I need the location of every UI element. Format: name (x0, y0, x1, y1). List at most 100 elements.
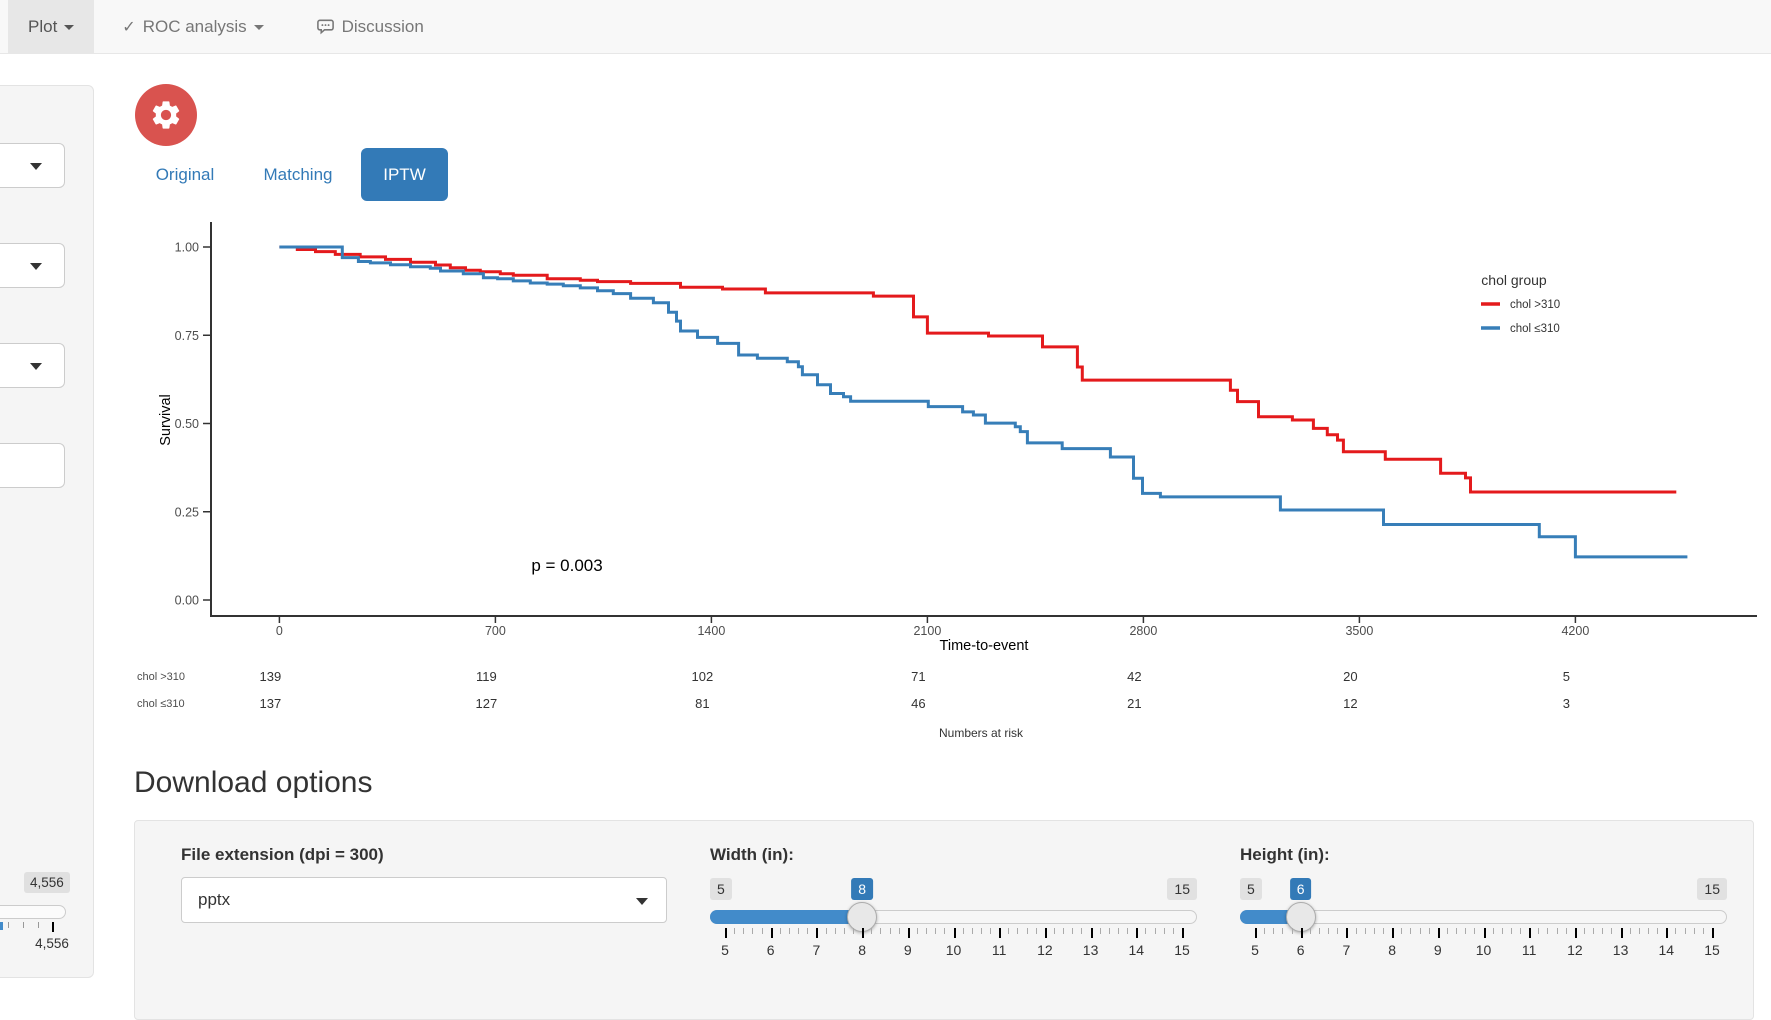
risk-row-label: chol ≤310 (137, 698, 185, 710)
risk-value: 12 (1343, 696, 1357, 711)
chevron-down-icon (253, 25, 264, 30)
sidebar-input-4[interactable] (0, 443, 65, 488)
slider-grid-tick (1446, 928, 1448, 934)
slider-grid-tick (926, 928, 928, 934)
slider-grid-label: 12 (1567, 942, 1583, 958)
y-axis-tick-label: 0.00 (175, 594, 199, 608)
sidebar-select-1[interactable] (0, 143, 65, 188)
slider-grid-tick (807, 928, 809, 934)
slider-grid-tick (1693, 928, 1695, 934)
slider-grid-tick (734, 928, 736, 934)
file-extension-select[interactable]: pptx (181, 877, 667, 923)
slider-grid-tick (770, 928, 773, 938)
y-axis-tick-label: 0.25 (175, 505, 199, 519)
nav-item-label: Plot (28, 16, 58, 36)
slider-grid-tick (1282, 928, 1284, 934)
slider-handle[interactable] (847, 902, 878, 932)
slider-grid-tick (816, 928, 819, 938)
slider-grid-tick (743, 928, 745, 934)
sidebar-slider-value-badge: 4,556 (24, 872, 70, 893)
x-axis-tick-label: 3500 (1345, 624, 1373, 638)
sidebar-panel (0, 85, 94, 978)
slider-grid-tick (1063, 928, 1065, 934)
height-slider[interactable]: 5 15 6 5 6 7 8 9 10 11 12 13 14 15 (1240, 872, 1727, 967)
risk-value: 21 (1127, 696, 1141, 711)
slider-grid-tick (999, 928, 1002, 938)
x-axis-title: Time-to-event (940, 638, 1029, 654)
slider-grid-label: 13 (1082, 942, 1099, 958)
slider-grid-tick (1629, 928, 1631, 934)
slider-grid-tick (1392, 928, 1395, 938)
slider-grid-tick (1501, 928, 1503, 934)
risk-value: 81 (695, 696, 709, 711)
slider-grid-tick (980, 928, 982, 934)
nav-item-discussion[interactable]: Discussion (296, 0, 444, 53)
slider-grid-tick (1657, 928, 1659, 934)
settings-gear-button[interactable] (135, 84, 197, 146)
slider-grid-label: 9 (1433, 942, 1442, 958)
sidebar-slider-track[interactable] (0, 905, 66, 919)
slider-grid-tick (725, 928, 727, 938)
tab-iptw[interactable]: IPTW (361, 148, 448, 201)
slider-grid-tick (889, 928, 891, 934)
slider-grid-tick (1410, 928, 1412, 934)
risk-value: 3 (1563, 696, 1570, 711)
sidebar-select-3[interactable] (0, 343, 65, 388)
slider-grid-tick (1118, 928, 1120, 934)
sidebar-select-2[interactable] (0, 243, 65, 288)
slider-grid-tick (1300, 928, 1303, 938)
slider-grid-tick (1702, 928, 1704, 934)
p-value-label: p = 0.003 (531, 556, 602, 575)
gear-icon (149, 98, 183, 132)
slider-grid-tick (1648, 928, 1650, 934)
slider-grid-label: 15 (1174, 942, 1190, 958)
slider-grid-tick (1154, 928, 1156, 934)
slider-grid-tick (1273, 928, 1275, 934)
chevron-down-icon (64, 25, 75, 30)
slider-grid-tick (1090, 928, 1093, 938)
y-axis-title: Survival (158, 394, 174, 446)
legend-entry-label: chol >310 (1510, 299, 1560, 311)
x-axis-tick-label: 4200 (1561, 624, 1589, 638)
slider-grid-tick (1401, 928, 1403, 934)
slider-fill (710, 910, 863, 924)
slider-grid-label: 10 (945, 942, 962, 958)
legend-entry-label: chol ≤310 (1510, 323, 1560, 335)
slider-grid-tick (1099, 928, 1101, 934)
width-slider[interactable]: 5 15 8 5 6 7 8 9 10 11 12 13 14 15 (710, 872, 1197, 967)
slider-grid-tick (1054, 928, 1056, 934)
slider-grid-tick (1044, 928, 1047, 938)
slider-grid-tick (1529, 928, 1532, 938)
nav-item-plot[interactable]: Plot (8, 0, 95, 53)
x-axis-tick-label: 2100 (913, 624, 941, 638)
sidebar-slider-tick (38, 922, 39, 928)
tab-matching[interactable]: Matching (252, 148, 344, 201)
slider-grid-label: 5 (721, 942, 729, 958)
slider-grid-tick (862, 928, 865, 938)
slider-grid-tick (1675, 928, 1677, 934)
nav-item-roc-analysis[interactable]: ✓ ROC analysis (102, 0, 283, 53)
y-axis-tick-label: 1.00 (175, 241, 199, 255)
slider-grid-tick (1520, 928, 1522, 934)
risk-value: 42 (1127, 669, 1141, 684)
sidebar-slider-tick-label: 4,556 (35, 936, 69, 951)
file-extension-label: File extension (dpi = 300) (181, 845, 384, 864)
slider-handle[interactable] (1285, 902, 1316, 932)
slider-grid-tick (898, 928, 900, 934)
slider-min-badge: 5 (1240, 878, 1262, 900)
slider-grid-tick (971, 928, 973, 934)
tab-label: IPTW (383, 164, 426, 184)
slider-grid-tick (1373, 928, 1375, 934)
km-survival-plot: 0.00 0.25 0.50 0.75 1.00 0 700 1400 2100 2800 3500… (137, 222, 1757, 740)
slider-grid-tick (1510, 928, 1512, 934)
height-slider-label: Height (in): (1240, 845, 1330, 864)
slider-grid-tick (1492, 928, 1494, 934)
slider-grid-label: 15 (1704, 942, 1720, 958)
risk-value: 127 (476, 696, 498, 711)
tab-original[interactable]: Original (140, 148, 230, 201)
slider-grid-tick (1483, 928, 1486, 938)
slider-grid-tick (1538, 928, 1540, 934)
chevron-down-icon (636, 898, 648, 905)
slider-grid-tick (1328, 928, 1330, 934)
slider-grid-tick (1684, 928, 1686, 934)
